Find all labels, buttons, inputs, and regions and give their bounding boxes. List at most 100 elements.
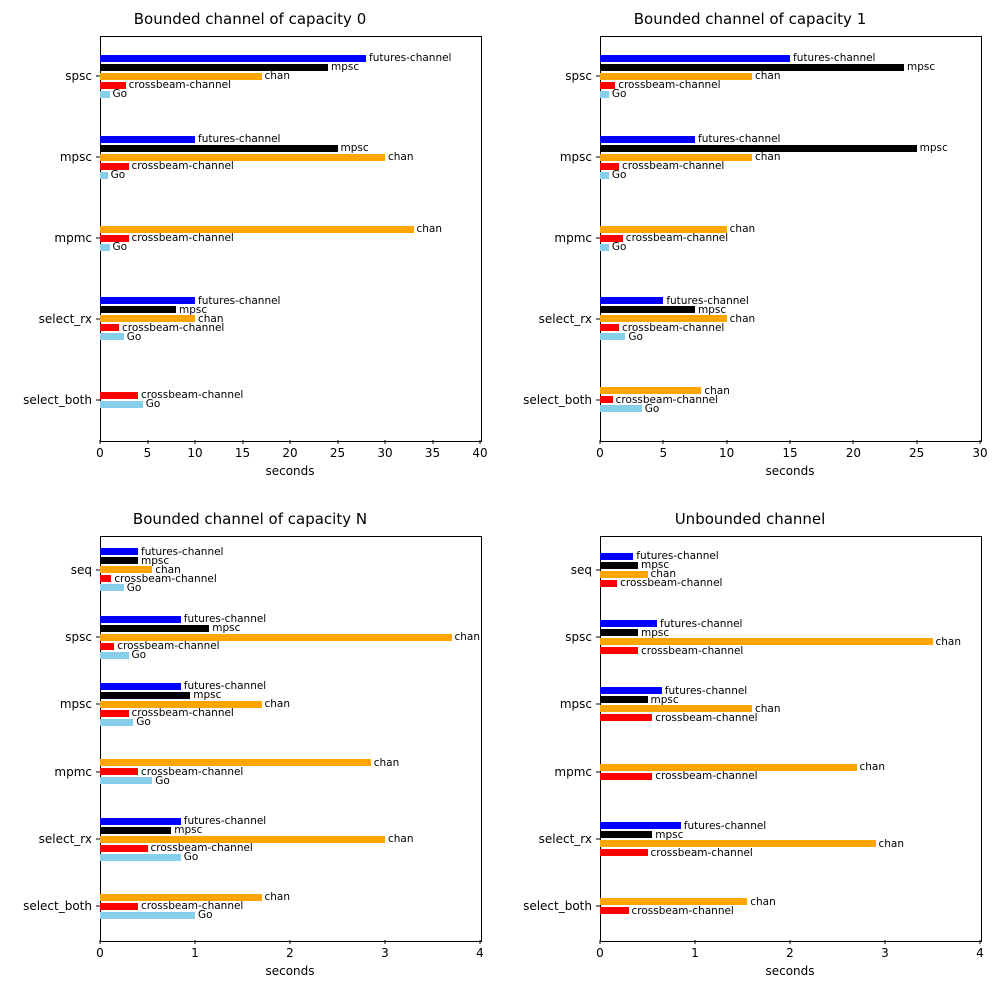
bar-label: chan: [730, 223, 756, 235]
bar-futures-channel: [100, 55, 366, 62]
xtick-label: 2: [786, 946, 794, 960]
panel-0: Bounded channel of capacity 005101520253…: [0, 0, 500, 500]
bar-mpsc: [100, 557, 138, 564]
bar-label: futures-channel: [198, 295, 280, 307]
ytick-label: select_rx: [39, 312, 92, 326]
bar-mpsc: [600, 629, 638, 636]
bar-Go: [100, 401, 143, 408]
xtick-mark: [790, 440, 791, 444]
bar-label: mpsc: [331, 61, 359, 73]
bar-futures-channel: [100, 136, 195, 143]
bar-futures-channel: [100, 548, 138, 555]
xtick-label: 0: [596, 446, 604, 460]
xtick-mark: [726, 440, 727, 444]
bar-label: Go: [146, 398, 161, 410]
xtick-mark: [242, 440, 243, 444]
bar-futures-channel: [100, 683, 181, 690]
xtick-label: 1: [691, 946, 699, 960]
ytick-label: spsc: [565, 69, 592, 83]
xtick-label: 10: [187, 446, 202, 460]
bar-label: crossbeam-channel: [616, 394, 718, 406]
bar-label: mpsc: [174, 824, 202, 836]
bar-label: Go: [111, 169, 126, 181]
xaxis-label: seconds: [100, 964, 480, 978]
bar-label: futures-channel: [793, 52, 875, 64]
bar-label: Go: [184, 851, 199, 863]
bar-mpsc: [600, 306, 695, 313]
bar-label: Go: [113, 88, 128, 100]
xtick-mark: [916, 440, 917, 444]
bar-futures-channel: [600, 297, 663, 304]
xtick-label: 0: [596, 946, 604, 960]
xtick-mark: [195, 440, 196, 444]
bar-label: crossbeam-channel: [622, 160, 724, 172]
bar-crossbeam-channel: [600, 396, 613, 403]
bar-label: crossbeam-channel: [141, 900, 243, 912]
bar-label: crossbeam-channel: [132, 160, 234, 172]
panel-title: Bounded channel of capacity 0: [0, 10, 500, 28]
xtick-mark: [600, 940, 601, 944]
bar-label: crossbeam-channel: [632, 905, 734, 917]
bar-label: chan: [388, 833, 414, 845]
bar-label: chan: [374, 757, 400, 769]
ytick-label: select_both: [23, 899, 92, 913]
bar-label: chan: [755, 703, 781, 715]
bar-label: mpsc: [641, 627, 669, 639]
xaxis-label: seconds: [100, 464, 480, 478]
bar-Go: [100, 91, 110, 98]
xtick-mark: [663, 440, 664, 444]
xtick-label: 2: [286, 946, 294, 960]
bar-label: crossbeam-channel: [641, 645, 743, 657]
ytick-label: select_both: [523, 899, 592, 913]
ytick-label: seq: [571, 563, 592, 577]
bar-label: mpsc: [651, 694, 679, 706]
bar-label: crossbeam-channel: [626, 232, 728, 244]
bar-Go: [100, 652, 129, 659]
bar-mpsc: [100, 692, 190, 699]
bar-futures-channel: [100, 616, 181, 623]
bar-crossbeam-channel: [100, 903, 138, 910]
bar-crossbeam-channel: [100, 392, 138, 399]
bar-label: Go: [198, 909, 213, 921]
panel-3: Unbounded channel01234secondsseqfutures-…: [500, 500, 1000, 1000]
bar-label: Go: [132, 649, 147, 661]
bar-mpsc: [600, 831, 652, 838]
panel-1: Bounded channel of capacity 105101520253…: [500, 0, 1000, 500]
xtick-mark: [290, 440, 291, 444]
bar-label: Go: [113, 241, 128, 253]
ytick-label: select_rx: [539, 312, 592, 326]
bar-Go: [100, 333, 124, 340]
bar-Go: [100, 172, 108, 179]
bar-label: chan: [860, 761, 886, 773]
bar-crossbeam-channel: [100, 324, 119, 331]
ytick-label: spsc: [565, 630, 592, 644]
bar-label: crossbeam-channel: [618, 79, 720, 91]
bar-label: crossbeam-channel: [651, 847, 753, 859]
bar-label: futures-channel: [684, 820, 766, 832]
chart-grid: Bounded channel of capacity 005101520253…: [0, 0, 1000, 1000]
bar-label: mpsc: [655, 829, 683, 841]
panel-title: Bounded channel of capacity 1: [500, 10, 1000, 28]
xtick-mark: [432, 440, 433, 444]
bar-crossbeam-channel: [600, 907, 629, 914]
bar-crossbeam-channel: [600, 773, 652, 780]
xtick-label: 20: [282, 446, 297, 460]
bar-Go: [600, 333, 625, 340]
bar-label: futures-channel: [660, 618, 742, 630]
panel-title: Unbounded channel: [500, 510, 1000, 528]
bar-mpsc: [100, 64, 328, 71]
bar-label: chan: [879, 838, 905, 850]
bar-Go: [100, 719, 133, 726]
bar-label: mpsc: [341, 142, 369, 154]
bar-Go: [600, 91, 609, 98]
bar-mpsc: [100, 625, 209, 632]
xtick-mark: [853, 440, 854, 444]
ytick-label: mpsc: [60, 697, 92, 711]
bar-mpsc: [100, 145, 338, 152]
ytick-label: select_rx: [39, 832, 92, 846]
bar-mpsc: [100, 827, 171, 834]
bar-Go: [100, 584, 124, 591]
bar-crossbeam-channel: [100, 710, 129, 717]
ytick-label: select_both: [523, 393, 592, 407]
ytick-label: select_rx: [539, 832, 592, 846]
